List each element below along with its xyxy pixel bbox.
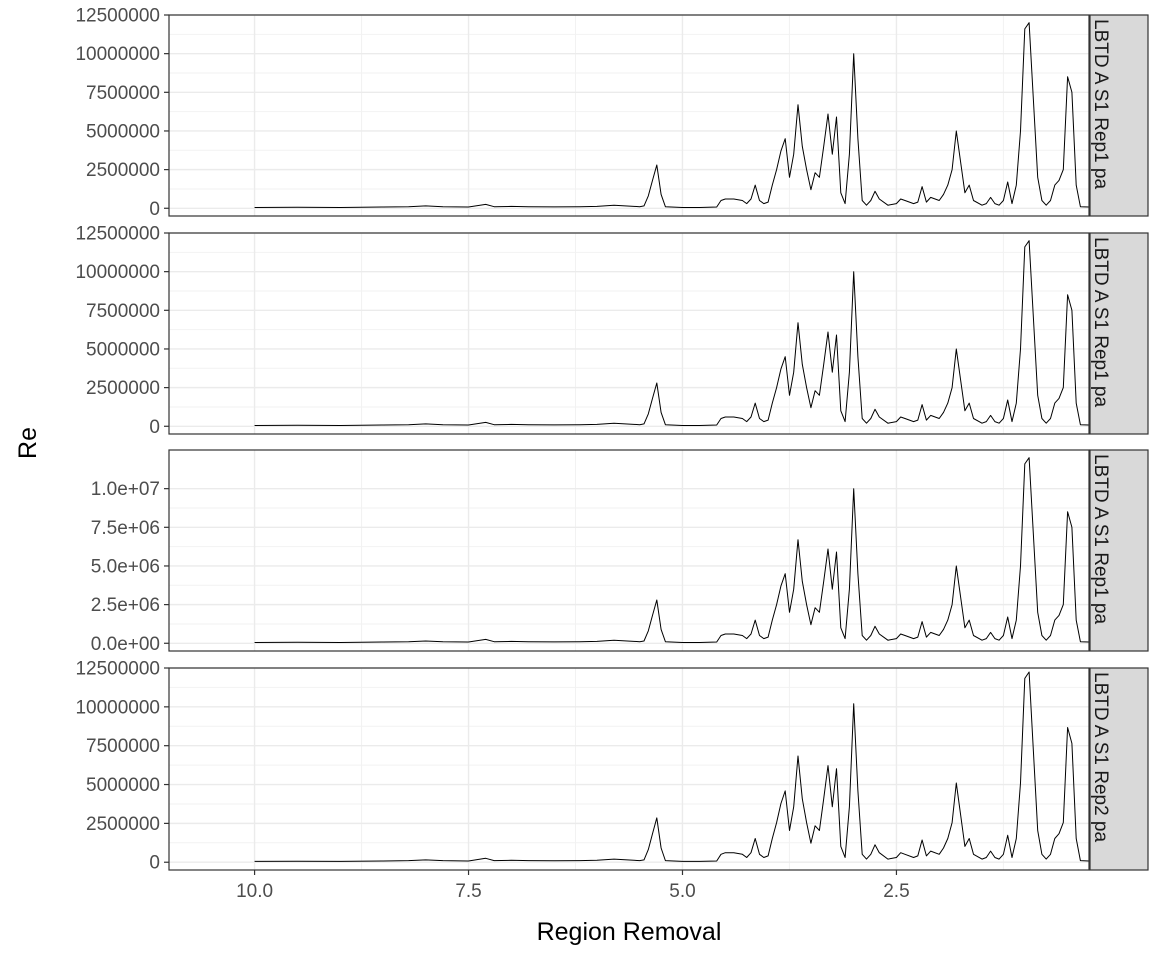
y-tick-label: 12500000 [75,659,160,680]
facet-strip [1089,232,1149,435]
y-tick-label: 5.0e+06 [91,556,160,577]
x-tick-label: 5.0 [669,881,695,902]
y-tick-label: 2500000 [86,814,160,835]
y-tick-label: 5000000 [86,339,160,360]
series-line [254,22,1102,208]
facet-strip-label: LBTD A S1 Rep2 pa [1090,672,1111,842]
y-tick-label: 0.0e+00 [91,634,160,655]
x-axis-title: Region Removal [537,918,722,946]
y-tick-label: 2500000 [86,378,160,399]
y-tick-label: 12500000 [75,224,160,245]
y-tick-label: 10000000 [75,697,160,718]
y-tick-label: 1.0e+07 [91,479,160,500]
y-tick-label: 7.5e+06 [91,518,160,539]
y-tick-label: 5000000 [86,775,160,796]
panel-background [169,668,1089,870]
y-tick-label: 0 [149,199,160,220]
series-line [254,671,1102,862]
facet-panel-3: 0.0e+00 2.5e+06 5.0e+06 7.5e+06 1.0e+07 LBTD … [91,449,1149,655]
series-line [254,457,1102,643]
facet-strip [1089,667,1149,871]
y-tick-label: 12500000 [75,6,160,27]
y-tick-label: 2.5e+06 [91,595,160,616]
facet-strip-label: LBTD A S1 Rep1 pa [1090,454,1111,624]
series-line [254,240,1102,426]
y-tick-label: 7500000 [86,83,160,104]
y-tick-label: 2500000 [86,160,160,181]
facet-strip [1089,14,1149,217]
facet-panel-2: 0 2500000 5000000 7500000 10000000 12500000 LB… [75,224,1149,438]
y-tick-label: 7500000 [86,736,160,757]
facet-panel-4: 0 2500000 5000000 7500000 10000000 12500000 LB… [75,659,1149,874]
panel-background [169,15,1089,216]
facet-strip-label: LBTD A S1 Rep1 pa [1090,237,1111,407]
x-tick-label: 7.5 [455,881,481,902]
facet-panel-1: 0 2500000 5000000 7500000 10000000 12500000 LB… [75,6,1149,220]
facet-strip-label: LBTD A S1 Rep1 pa [1090,19,1111,189]
panel-background [169,233,1089,434]
y-axis-title: Re [14,427,42,459]
panel-border [168,667,1090,871]
y-tick-label: 10000000 [75,262,160,283]
y-tick-label: 7500000 [86,301,160,322]
facet-strip [1089,449,1149,652]
y-tick-label: 10000000 [75,44,160,65]
y-tick-label: 0 [149,417,160,438]
y-tick-label: 5000000 [86,121,160,142]
panel-border [168,449,1090,652]
x-tick-label: 2.5 [883,881,909,902]
x-tick-label: 10.0 [236,881,273,902]
y-tick-label: 0 [149,853,160,874]
panel-background [169,450,1089,651]
panel-border [168,14,1090,217]
panel-border [168,232,1090,435]
